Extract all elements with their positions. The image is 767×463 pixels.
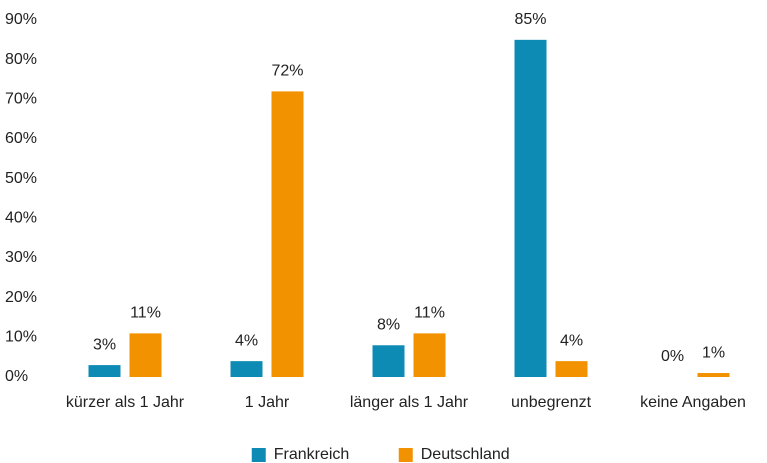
legend-label: Frankreich — [274, 446, 350, 463]
legend-swatch — [251, 448, 266, 462]
bar — [230, 361, 263, 377]
y-tick-label: 0% — [5, 368, 28, 385]
value-label: 85% — [514, 11, 546, 28]
value-label: 0% — [661, 348, 684, 365]
bar — [514, 39, 547, 377]
value-label: 4% — [560, 332, 583, 349]
y-tick-label: 80% — [5, 51, 37, 68]
x-tick-label: länger als 1 Jahr — [350, 394, 469, 411]
y-tick-label: 50% — [5, 170, 37, 187]
x-tick-label: 1 Jahr — [245, 394, 290, 411]
y-tick-label: 30% — [5, 249, 37, 266]
value-label: 72% — [271, 63, 303, 80]
y-tick-label: 10% — [5, 329, 37, 346]
y-tick-label: 60% — [5, 130, 37, 147]
value-label: 11% — [130, 305, 161, 322]
value-label: 1% — [702, 344, 725, 361]
bar — [555, 361, 588, 377]
y-tick-label: 40% — [5, 210, 37, 227]
value-label: 8% — [377, 316, 400, 333]
bar — [372, 345, 405, 377]
y-tick-label: 70% — [5, 91, 37, 108]
bar — [413, 333, 446, 377]
bar — [88, 365, 121, 377]
x-tick-label: keine Angaben — [640, 394, 746, 411]
x-tick-label: unbegrenzt — [511, 394, 592, 411]
legend-swatch — [398, 448, 413, 462]
bar — [697, 373, 730, 377]
legend-label: Deutschland — [421, 446, 510, 463]
bar — [271, 91, 304, 378]
x-tick-label: kürzer als 1 Jahr — [66, 394, 185, 411]
value-label: 11% — [414, 305, 445, 322]
value-label: 3% — [93, 336, 116, 353]
y-tick-label: 20% — [5, 289, 37, 306]
y-tick-label: 90% — [5, 11, 37, 28]
bar — [129, 333, 162, 377]
value-label: 4% — [235, 332, 258, 349]
